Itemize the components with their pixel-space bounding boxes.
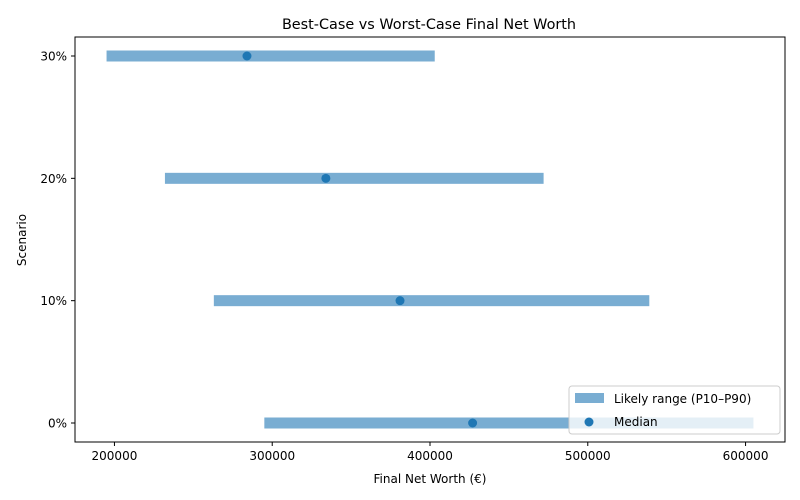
- y-axis-ticks: 0% 10% 20% 30%: [40, 50, 75, 431]
- x-tick-label: 200000: [92, 449, 138, 463]
- x-tick-label: 400000: [407, 449, 453, 463]
- median-legend-marker-icon: [584, 417, 594, 427]
- axes-frame: [74, 36, 786, 443]
- median-marker: [468, 418, 478, 428]
- legend-box: [568, 385, 781, 435]
- x-axis-ticks: 200000 300000 400000 500000 600000: [92, 442, 769, 463]
- legend: Likely range (P10–P90) Median: [568, 385, 781, 435]
- y-tick-label: 10%: [40, 294, 67, 308]
- chart-title: Best-Case vs Worst-Case Final Net Worth: [282, 17, 576, 33]
- x-axis-label: Final Net Worth (€): [374, 472, 487, 486]
- range-bar: [106, 50, 435, 62]
- y-tick-label: 20%: [40, 172, 67, 186]
- legend-label-median: Median: [614, 415, 658, 429]
- plot-area: [106, 50, 754, 429]
- y-axis-label: Scenario: [15, 214, 29, 266]
- range-bar: [164, 172, 544, 184]
- median-marker: [395, 296, 405, 306]
- y-tick-label: 0%: [48, 417, 67, 431]
- x-tick-label: 500000: [565, 449, 611, 463]
- median-marker: [321, 173, 331, 183]
- range-legend-swatch-icon: [575, 393, 604, 403]
- median-marker: [242, 51, 252, 61]
- legend-label-range: Likely range (P10–P90): [614, 392, 751, 406]
- x-tick-label: 600000: [723, 449, 769, 463]
- range-bar: [264, 417, 754, 429]
- range-bar: [213, 295, 650, 307]
- x-tick-label: 300000: [249, 449, 295, 463]
- y-tick-label: 30%: [40, 50, 67, 64]
